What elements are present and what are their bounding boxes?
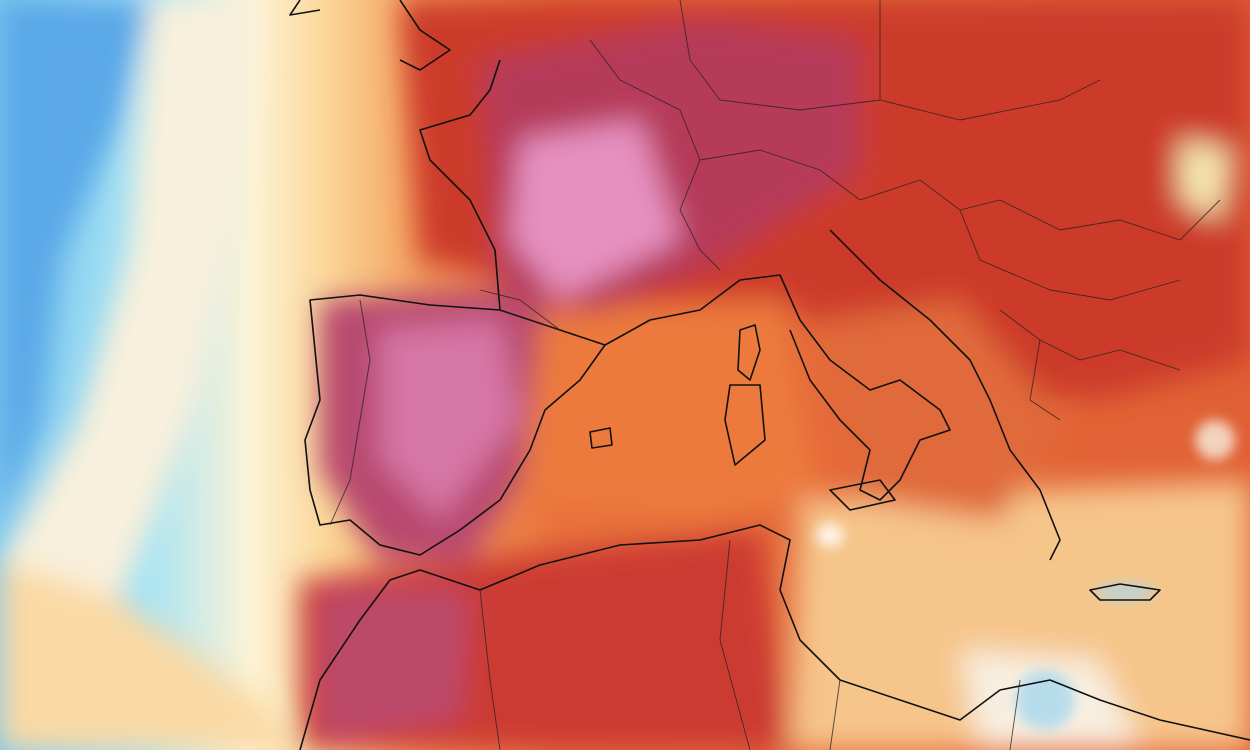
coastlines	[289, 0, 1250, 750]
uk-coast	[289, 0, 451, 71]
border	[329, 299, 371, 526]
crete	[1089, 583, 1161, 601]
border	[679, 0, 1101, 201]
mild-zone	[790, 480, 1250, 750]
mild-zone	[1180, 140, 1230, 220]
very-hot-zone	[320, 590, 470, 740]
africa-coast	[299, 524, 1250, 750]
mild-zone	[0, 0, 260, 720]
extreme-zone	[510, 120, 680, 300]
mild-zone	[0, 560, 300, 750]
sea-zone	[520, 300, 820, 520]
border	[859, 179, 1221, 301]
extreme-zone	[380, 320, 520, 520]
border	[479, 289, 561, 331]
cool-spot	[1095, 584, 1155, 600]
italy-coast	[604, 274, 951, 501]
mallorca	[589, 427, 613, 449]
border	[999, 309, 1181, 421]
cool-zone	[0, 0, 150, 520]
border	[1009, 679, 1021, 750]
cool-spot	[1015, 670, 1075, 730]
cool-spot	[816, 523, 844, 547]
france-coast	[419, 59, 501, 311]
border	[479, 539, 841, 750]
corsica	[737, 324, 761, 381]
sardinia	[724, 384, 766, 466]
sicily	[829, 479, 896, 511]
borders	[329, 0, 1221, 750]
balkan-coast	[829, 229, 1061, 561]
cool-spot	[1195, 420, 1235, 460]
